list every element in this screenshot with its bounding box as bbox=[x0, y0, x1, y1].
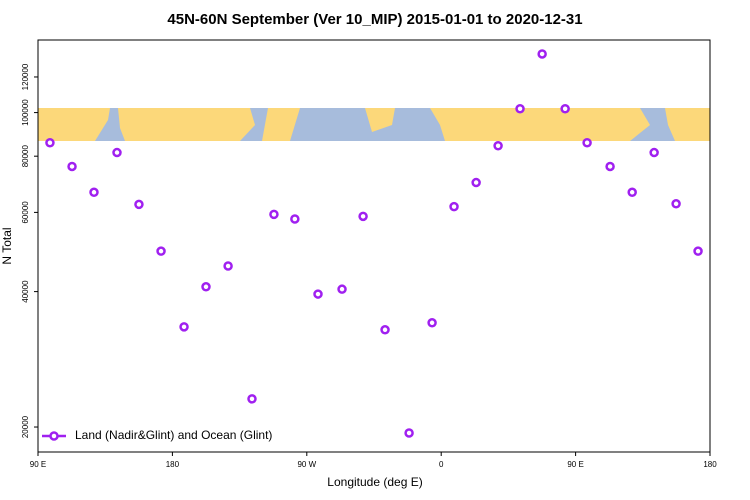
y-tick-label: 100000 bbox=[21, 99, 30, 126]
data-point bbox=[582, 137, 592, 148]
data-point bbox=[89, 187, 99, 198]
y-tick-label: 20000 bbox=[21, 415, 30, 438]
data-point bbox=[313, 289, 323, 299]
x-tick-label: 180 bbox=[166, 460, 180, 469]
map-band bbox=[38, 108, 710, 141]
data-point bbox=[671, 199, 681, 209]
data-point bbox=[290, 214, 300, 224]
data-point bbox=[380, 325, 390, 335]
data-point bbox=[45, 137, 55, 148]
data-point bbox=[605, 161, 615, 172]
data-point bbox=[449, 201, 459, 212]
data-point bbox=[269, 209, 279, 220]
legend-marker bbox=[49, 431, 59, 441]
legend: Land (Nadir&Glint) and Ocean (Glint) bbox=[42, 428, 272, 442]
data-point bbox=[179, 322, 189, 332]
chart-title: 45N-60N September (Ver 10_MIP) 2015-01-0… bbox=[167, 11, 582, 28]
data-point bbox=[134, 199, 144, 210]
data-point bbox=[471, 177, 481, 188]
data-point bbox=[627, 187, 637, 198]
data-point bbox=[404, 428, 414, 438]
data-point bbox=[201, 282, 211, 292]
x-tick-label: 90 W bbox=[297, 460, 316, 469]
y-tick-label: 120000 bbox=[21, 63, 30, 90]
data-point bbox=[560, 103, 570, 114]
data-point bbox=[649, 147, 659, 158]
y-tick-label: 80000 bbox=[21, 145, 30, 168]
plot-frame bbox=[37, 39, 711, 453]
data-point bbox=[156, 246, 166, 256]
y-tick-label: 60000 bbox=[21, 201, 30, 224]
data-point bbox=[693, 246, 703, 256]
data-point bbox=[337, 284, 347, 294]
x-tick-label: 180 bbox=[703, 460, 717, 469]
x-tick-label: 90 E bbox=[30, 460, 46, 469]
x-tick-label: 0 bbox=[439, 460, 444, 469]
data-point bbox=[67, 161, 77, 172]
x-tick-label: 90 E bbox=[567, 460, 583, 469]
data-point bbox=[427, 318, 437, 328]
data-point bbox=[493, 140, 503, 151]
x-axis-label: Longitude (deg E) bbox=[327, 475, 422, 489]
y-tick-label: 40000 bbox=[21, 280, 30, 303]
data-point bbox=[223, 261, 233, 271]
y-axis-label: N Total bbox=[0, 227, 14, 264]
data-point bbox=[515, 103, 525, 114]
data-point bbox=[112, 147, 122, 158]
data-point bbox=[358, 211, 368, 222]
legend-label: Land (Nadir&Glint) and Ocean (Glint) bbox=[75, 428, 272, 442]
data-point bbox=[247, 394, 257, 404]
data-point bbox=[537, 49, 547, 59]
